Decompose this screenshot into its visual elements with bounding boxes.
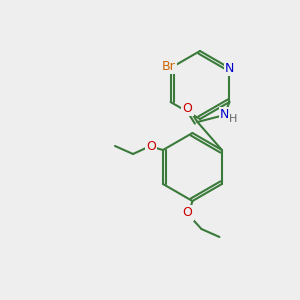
Text: Br: Br — [162, 59, 176, 73]
Text: O: O — [146, 140, 156, 152]
Text: N: N — [220, 109, 229, 122]
Text: N: N — [225, 61, 234, 74]
Text: H: H — [229, 114, 238, 124]
Text: O: O — [182, 206, 192, 220]
Text: O: O — [182, 101, 192, 115]
